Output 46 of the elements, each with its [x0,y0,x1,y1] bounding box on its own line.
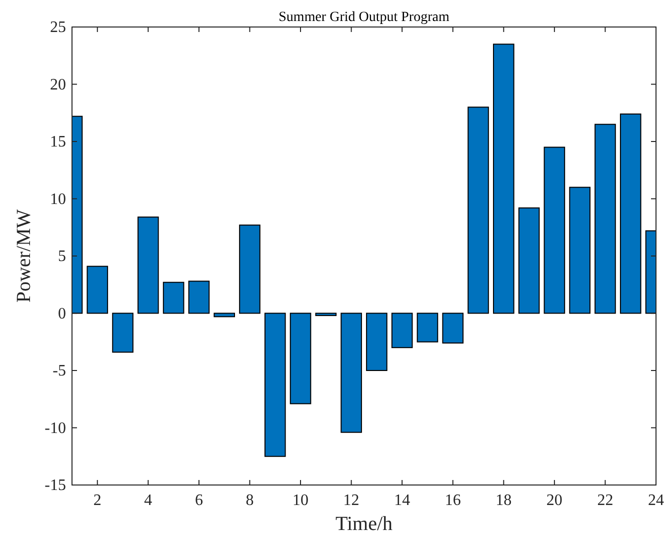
x-tick-label: 18 [496,492,512,509]
x-tick-label: 20 [546,492,562,509]
bar [416,312,438,342]
bar [315,312,337,316]
y-tick-label: -15 [44,477,66,494]
bar [620,114,642,314]
y-tick-label: 10 [50,190,66,208]
bar [569,186,590,314]
x-tick-label: 24 [648,492,664,509]
bar [492,44,514,314]
bar [468,106,489,314]
x-tick-label: 4 [144,492,152,509]
y-tick-label: 0 [58,305,66,322]
bar [391,312,413,348]
bar [214,312,236,318]
bar [138,216,159,314]
bar [239,224,260,314]
bar [162,282,184,314]
bar [544,146,566,314]
bar [290,312,312,404]
y-tick-label: -5 [52,362,66,380]
bar [442,312,464,344]
x-tick-label: 14 [394,492,410,509]
bar [188,280,210,314]
x-tick-label: 16 [444,492,461,509]
x-tick-label: 22 [597,492,614,509]
bar [594,124,616,314]
bar [340,312,362,433]
x-tick-label: 10 [292,492,309,509]
y-tick-label: 20 [50,76,66,94]
chart-title: Summer Grid Output Program [278,10,450,25]
bar [112,312,134,353]
y-tick-label: 5 [58,248,66,265]
y-tick-label: 15 [50,134,66,150]
x-tick-label: 6 [194,492,203,509]
bar [86,266,108,314]
x-tick-label: 2 [93,492,102,509]
x-tick-label: 12 [343,492,360,509]
y-tick-label: -10 [44,420,66,437]
y-axis-title: Power/MW [13,209,35,303]
bar [366,312,388,371]
bar [518,207,540,314]
bar [264,312,286,457]
x-tick-label: 8 [246,492,254,509]
x-axis-title: Time/h [335,513,393,535]
y-tick-label: 25 [50,19,66,36]
